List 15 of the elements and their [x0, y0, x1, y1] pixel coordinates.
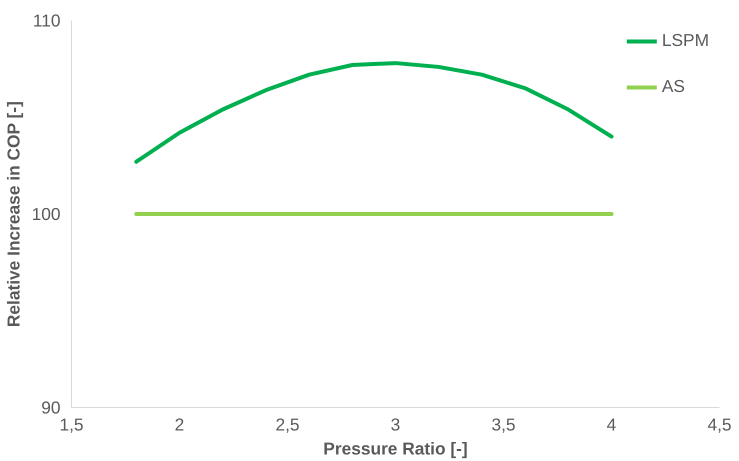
x-tick-label: 2,5 — [275, 414, 300, 434]
legend-label: AS — [662, 76, 685, 97]
x-axis-title: Pressure Ratio [-] — [323, 438, 468, 458]
x-tick-label: 4,5 — [707, 414, 732, 434]
y-tick-label: 90 — [41, 398, 61, 418]
line-series — [134, 61, 614, 164]
x-tick-label: 2 — [174, 414, 184, 434]
x-tick-label: 4 — [606, 414, 617, 434]
x-tick-label: 1,5 — [59, 414, 84, 434]
legend-label: LSPM — [662, 30, 709, 51]
y-tick-label: 100 — [32, 204, 61, 224]
y-tick-label: 110 — [32, 10, 61, 30]
x-tick-label: 3 — [390, 414, 400, 434]
y-axis-title: Relative Increase in COP [-] — [4, 101, 24, 328]
x-tick-label: 3,5 — [491, 414, 516, 434]
